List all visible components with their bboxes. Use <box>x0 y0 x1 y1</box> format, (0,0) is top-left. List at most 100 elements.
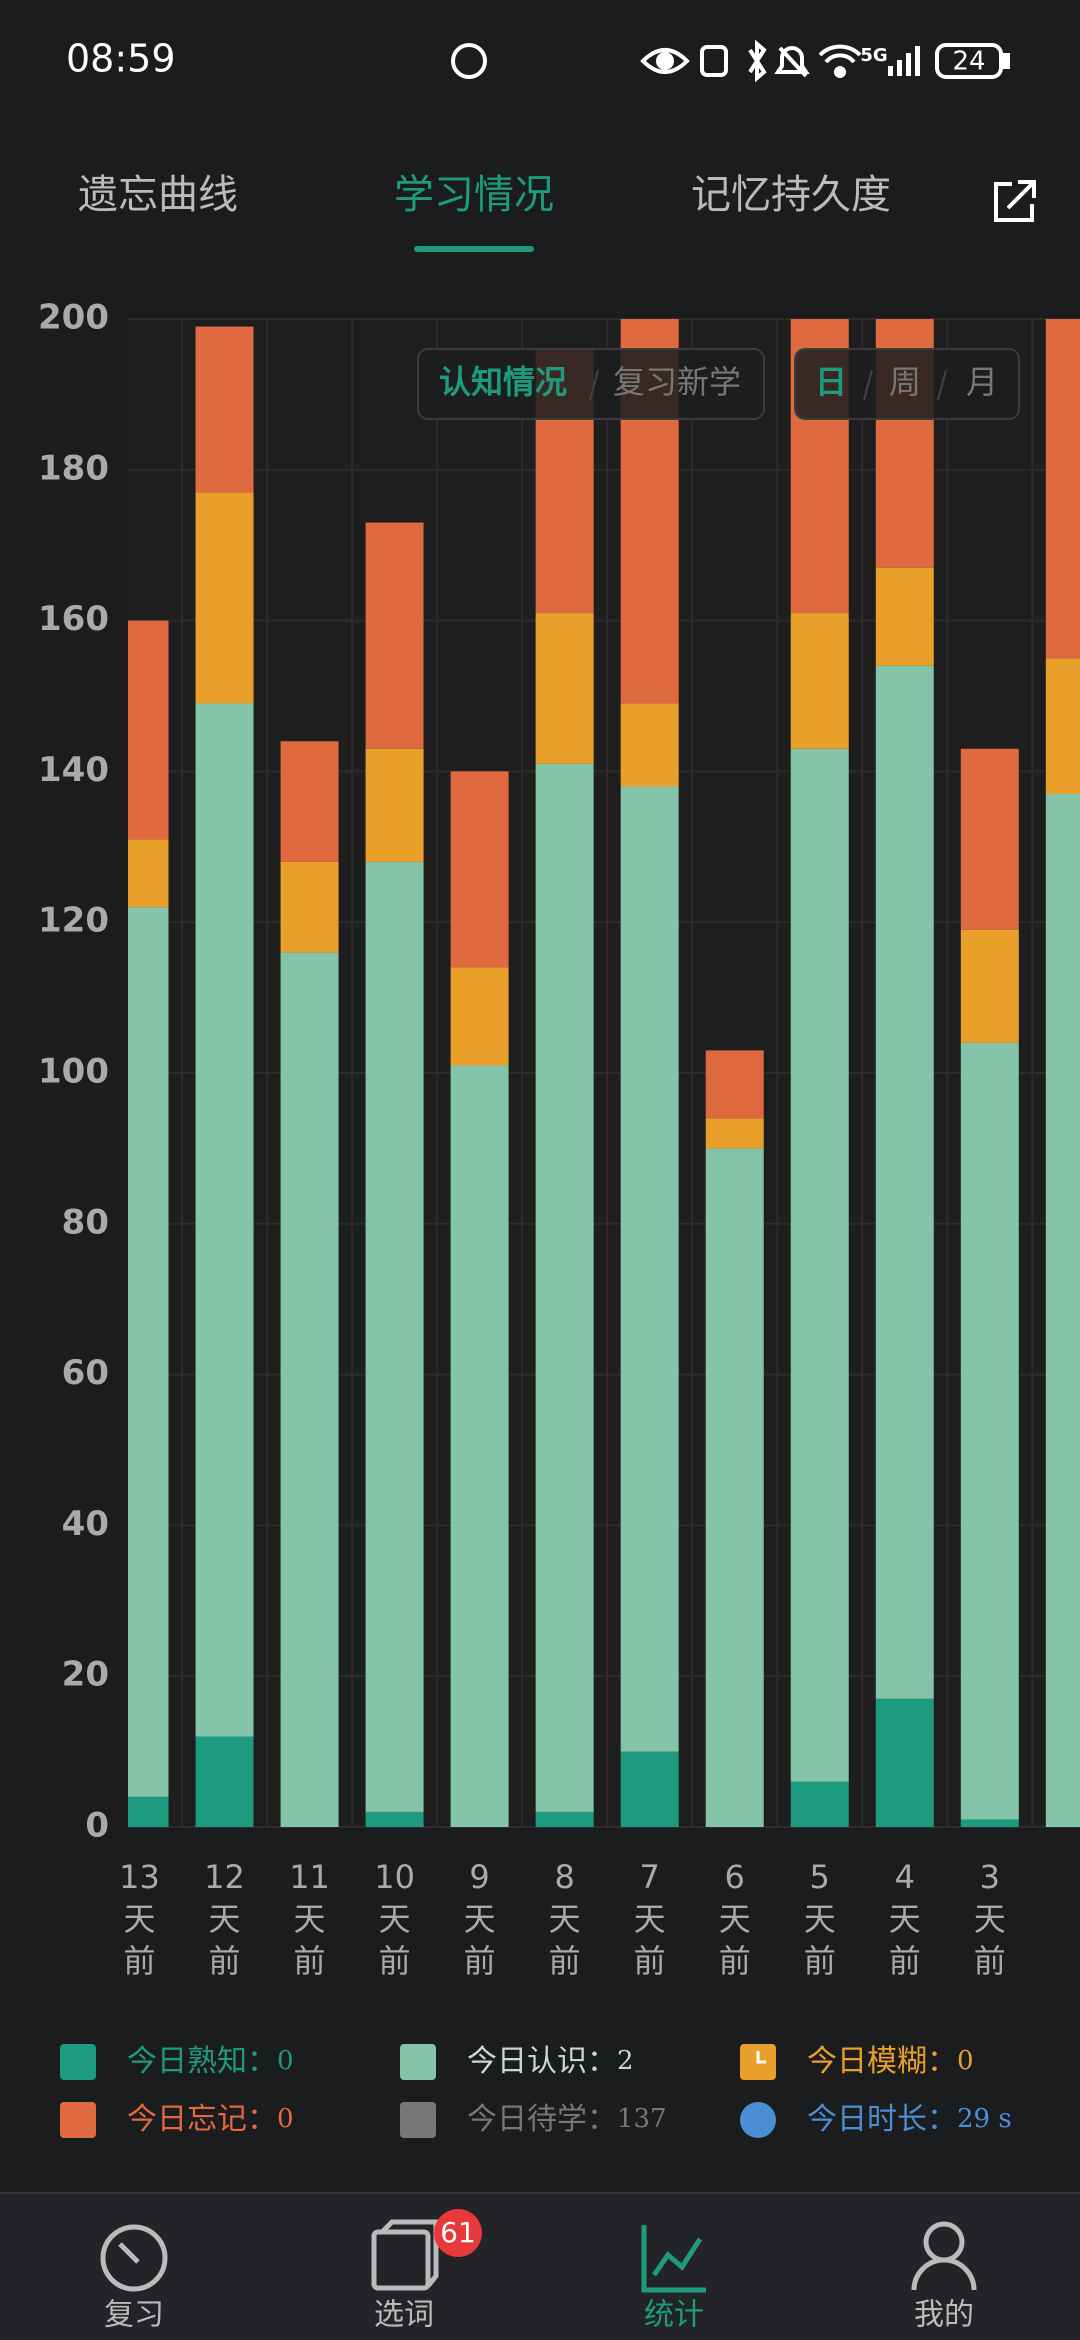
x-tick-label: 6 天 前 <box>718 1858 751 1980</box>
bar-segment <box>195 703 254 1737</box>
legend-label: 今日认识： <box>467 2044 617 2079</box>
bar-segment <box>365 748 424 862</box>
nav-label[interactable]: 统计 <box>644 2298 704 2333</box>
bar-segment <box>365 1811 424 1827</box>
bar-segment <box>195 492 254 704</box>
legend-swatch <box>400 2044 436 2080</box>
legend-item: 今日待学：137 <box>467 2102 667 2137</box>
bar-segment <box>960 1819 1019 1827</box>
bar-segment <box>280 861 339 953</box>
bars <box>128 319 1080 1827</box>
y-tick-label: 20 <box>62 1655 109 1695</box>
bar-segment <box>365 522 424 749</box>
bar-segment <box>128 907 169 1797</box>
bar-segment <box>620 319 679 704</box>
y-tick-label: 160 <box>38 599 109 639</box>
nav-label[interactable]: 复习 <box>104 2298 164 2333</box>
bar-segment <box>960 1042 1019 1820</box>
legend-swatch <box>60 2102 96 2138</box>
x-tick-label: 11 天 前 <box>289 1858 330 1980</box>
period-option[interactable]: 日 <box>815 363 847 401</box>
bar-segment <box>620 1751 679 1827</box>
bar-segment <box>620 786 679 1752</box>
legend-label: 今日忘记： <box>127 2102 277 2137</box>
legend-value: 0 <box>277 2104 294 2134</box>
legend-label: 今日熟知： <box>127 2044 277 2079</box>
x-tick-label: 4 天 前 <box>888 1858 921 1980</box>
y-tick-label: 100 <box>38 1052 109 1092</box>
bar-segment <box>195 1736 254 1827</box>
x-tick-label: 12 天 前 <box>204 1858 245 1980</box>
clock: 08:59 <box>66 37 176 81</box>
x-tick-label: 3 天 前 <box>973 1858 1006 1980</box>
bar-segment <box>195 326 254 493</box>
period-toggle[interactable] <box>794 348 1020 420</box>
x-tick-label: 13 天 前 <box>119 1858 160 1980</box>
tab-indicator <box>414 246 534 252</box>
signal-bars <box>888 46 920 76</box>
bar-segment <box>450 771 509 968</box>
bar-segment <box>1045 319 1080 659</box>
bar-segment <box>450 967 509 1066</box>
nav-bar <box>0 2193 1080 2340</box>
nav-label[interactable]: 选词 <box>374 2298 434 2333</box>
badge-count: 61 <box>440 2216 476 2249</box>
bar-segment <box>535 613 594 764</box>
y-tick-label: 0 <box>85 1806 109 1846</box>
mode-toggle[interactable] <box>417 348 765 420</box>
y-tick-label: 60 <box>62 1353 109 1393</box>
bar-segment <box>875 567 934 666</box>
bar-segment <box>1045 794 1080 1827</box>
period-option[interactable]: 周 <box>889 363 921 401</box>
bar-segment <box>705 1148 764 1827</box>
y-tick-label: 120 <box>38 901 109 941</box>
mode-option[interactable]: 复习新学 <box>613 363 741 401</box>
legend-item: 今日时长：29 s <box>807 2102 1012 2137</box>
share-button[interactable] <box>994 180 1036 222</box>
stats-icon <box>641 2225 706 2293</box>
nav-label[interactable]: 我的 <box>914 2298 974 2333</box>
y-tick-label: 180 <box>38 448 109 488</box>
legend-label: 今日时长： <box>807 2102 957 2137</box>
legend-value: 2 <box>617 2046 634 2076</box>
bar-segment <box>875 665 934 1699</box>
legend-value: 0 <box>277 2046 294 2076</box>
legend-value: 137 <box>617 2104 667 2134</box>
y-tick-label: 40 <box>62 1504 109 1544</box>
x-tick-label: 5 天 前 <box>803 1858 836 1980</box>
bar-segment <box>450 1065 509 1827</box>
bar-segment <box>790 748 849 1782</box>
legend-label: 今日待学： <box>467 2102 617 2137</box>
bar-segment <box>620 703 679 787</box>
y-tick-label: 80 <box>62 1202 109 1242</box>
legend-value: 29 s <box>957 2104 1012 2134</box>
legend-value: 0 <box>957 2046 974 2076</box>
legend-item: 今日认识：2 <box>467 2044 634 2079</box>
period-option[interactable]: 月 <box>966 363 998 401</box>
tab[interactable]: 记忆持久度 <box>691 172 891 218</box>
bar-segment <box>960 748 1019 930</box>
x-tick-label: 8 天 前 <box>548 1858 581 1980</box>
legend-icon <box>740 2102 776 2138</box>
x-tick-label: 7 天 前 <box>633 1858 666 1980</box>
legend-item: 今日忘记：0 <box>127 2102 294 2137</box>
badge <box>434 2209 482 2257</box>
legend-label: 今日模糊： <box>807 2044 957 2079</box>
chart: 0 20 40 60 80 100 120 140 160 180 200 <box>38 298 1080 1846</box>
bar-segment <box>705 1118 764 1149</box>
mode-option[interactable]: 认知情况 <box>439 363 567 401</box>
legend-item: 今日模糊：0 <box>807 2044 974 2079</box>
bar-segment <box>875 1698 934 1827</box>
bar-segment <box>705 1050 764 1119</box>
bar-segment <box>128 839 169 908</box>
tab[interactable]: 学习情况 <box>394 172 554 218</box>
bar-segment <box>960 929 1019 1043</box>
tab[interactable]: 遗忘曲线 <box>78 172 238 218</box>
bar-segment <box>128 620 169 840</box>
legend-swatch <box>60 2044 96 2080</box>
bar-segment <box>1045 658 1080 795</box>
legend-swatch <box>400 2102 436 2138</box>
bar-segment <box>365 861 424 1812</box>
